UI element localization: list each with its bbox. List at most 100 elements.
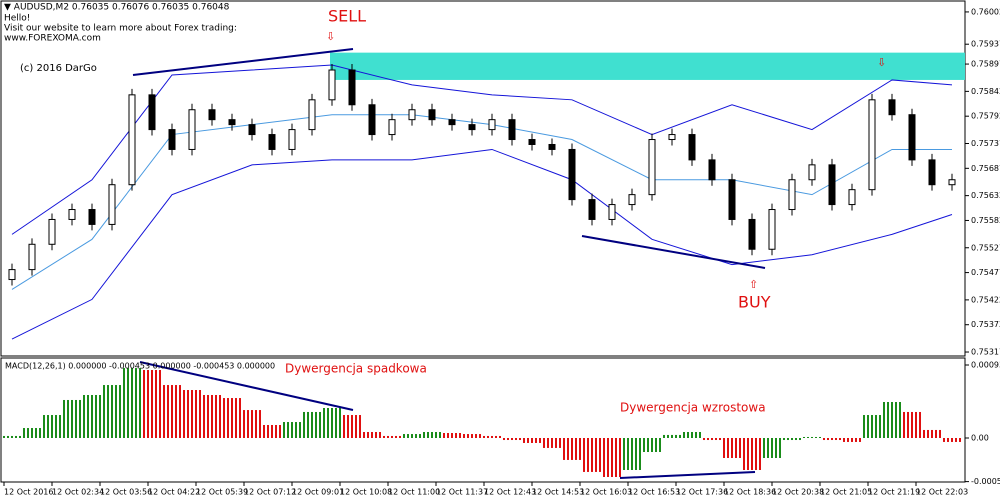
candle-body — [268, 134, 276, 150]
divergence-label: Dywergencja spadkowa — [285, 362, 427, 376]
divergence-label: Dywergencja wzrostowa — [620, 401, 766, 415]
candle-body — [148, 94, 156, 131]
candle-body — [328, 69, 336, 101]
x-tick-label: 12 Oct 03:56 — [100, 488, 152, 497]
y-tick-label: 0.75632 — [971, 191, 1000, 200]
x-tick-label: 12 Oct 21:19 — [868, 488, 920, 497]
candle-body — [628, 194, 636, 206]
candle-body — [488, 119, 496, 131]
trend-line — [619, 471, 756, 479]
x-tick-label: 12 Oct 20:38 — [772, 488, 824, 497]
candle-body — [288, 129, 296, 150]
y-tick-label: 0.00 — [971, 433, 989, 442]
copyright: (c) 2016 DarGo — [20, 63, 97, 74]
buy-label: BUY — [738, 293, 771, 312]
x-tick-label: 12 Oct 17:36 — [676, 488, 728, 497]
candle-body — [848, 189, 856, 206]
candle-body — [228, 119, 236, 126]
header-text: www.FOREXOMA.com — [4, 34, 101, 44]
candle-body — [768, 209, 776, 250]
candle-body — [688, 134, 696, 161]
x-tick-label: 12 Oct 18:36 — [724, 488, 776, 497]
x-tick-label: 12 Oct 16:03 — [580, 488, 632, 497]
candle-body — [568, 148, 576, 201]
candle-body — [208, 109, 216, 121]
x-tick-label: 12 Oct 04:22 — [148, 488, 200, 497]
candle-body — [448, 119, 456, 126]
candle-body — [88, 209, 96, 225]
candle-body — [408, 109, 416, 121]
y-tick-label: 0.75582 — [971, 216, 1000, 225]
candle-body — [368, 104, 376, 136]
candle-body — [788, 179, 796, 211]
bollinger-band — [11, 64, 953, 235]
x-tick-label: 12 Oct 21:05 — [820, 488, 872, 497]
candle-body — [28, 243, 36, 271]
y-tick-label: 0.76002 — [971, 7, 1000, 16]
candle-body — [868, 99, 876, 191]
x-tick-label: 12 Oct 12:43 — [484, 488, 536, 497]
bollinger-band — [11, 114, 952, 290]
y-tick-label: 0.75937 — [971, 40, 1000, 49]
y-tick-label: 0.75897 — [971, 60, 1000, 69]
candle-body — [428, 109, 436, 121]
candle-body — [648, 139, 656, 196]
x-tick-label: 12 Oct 09:01 — [292, 488, 344, 497]
symbol-line: ▼ AUDUSD,M2 0.76035 0.76076 0.76035 0.76… — [4, 3, 230, 13]
y-tick-label: 0.75687 — [971, 164, 1000, 173]
candle-body — [468, 124, 476, 131]
y-tick-label: 0.75792 — [971, 112, 1000, 121]
y-tick-label: 0.75477 — [971, 268, 1000, 277]
candle-body — [668, 134, 676, 141]
candle-body — [948, 179, 956, 186]
candle-body — [308, 99, 316, 131]
candle-body — [128, 94, 136, 186]
candle-body — [828, 164, 836, 206]
candle-body — [348, 69, 356, 106]
x-tick-label: 12 Oct 02:34 — [52, 488, 104, 497]
x-tick-label: 12 Oct 11:00 — [388, 488, 440, 497]
candle-body — [588, 199, 596, 220]
macd-panel — [0, 357, 966, 483]
y-tick-label: 0.75422 — [971, 295, 1000, 304]
candle-body — [708, 159, 716, 181]
macd-title: MACD(12,26,1) 0.000000 -0.000453 0.00000… — [5, 362, 275, 371]
y-tick-label: 0.75737 — [971, 139, 1000, 148]
trend-line — [132, 48, 354, 76]
header-text: Hello! — [4, 14, 30, 24]
candle-body — [888, 99, 896, 116]
y-tick-label: 0.75527 — [971, 243, 1000, 252]
x-tick-label: 12 Oct 22:03 — [916, 488, 968, 497]
arrow: ⇩ — [877, 56, 886, 69]
arrow: ⇩ — [326, 30, 335, 43]
candle-body — [508, 119, 516, 141]
trend-line — [139, 361, 354, 411]
x-tick-label: 12 Oct 07:12 — [244, 488, 296, 497]
x-tick-label: 12 Oct 14:53 — [532, 488, 584, 497]
candle-body — [908, 114, 916, 161]
candle-body — [608, 204, 616, 220]
header-text: Visit our website to learn more about Fo… — [4, 24, 237, 34]
candle-body — [928, 159, 936, 186]
candle-body — [808, 164, 816, 181]
y-tick-label: 0.75317 — [971, 348, 1000, 357]
candle-body — [108, 184, 116, 225]
y-tick-label: -0.00056 — [971, 477, 1000, 486]
y-tick-label: 0.75842 — [971, 87, 1000, 96]
candle-body — [748, 218, 756, 250]
x-tick-label: 12 Oct 05:39 — [196, 488, 248, 497]
candle-body — [168, 129, 176, 150]
x-tick-label: 12 Oct 16:53 — [628, 488, 680, 497]
bollinger-band — [11, 148, 953, 340]
candle-body — [188, 109, 196, 150]
arrow: ⇧ — [749, 278, 758, 291]
x-tick-label: 12 Oct 10:08 — [340, 488, 392, 497]
candle-body — [388, 119, 396, 136]
candle-body — [248, 124, 256, 136]
candle-body — [48, 218, 56, 245]
x-tick-label: 12 Oct 2016 — [4, 488, 53, 497]
candle-body — [728, 179, 736, 220]
x-tick-label: 12 Oct 11:37 — [436, 488, 488, 497]
trend-line — [581, 235, 766, 269]
